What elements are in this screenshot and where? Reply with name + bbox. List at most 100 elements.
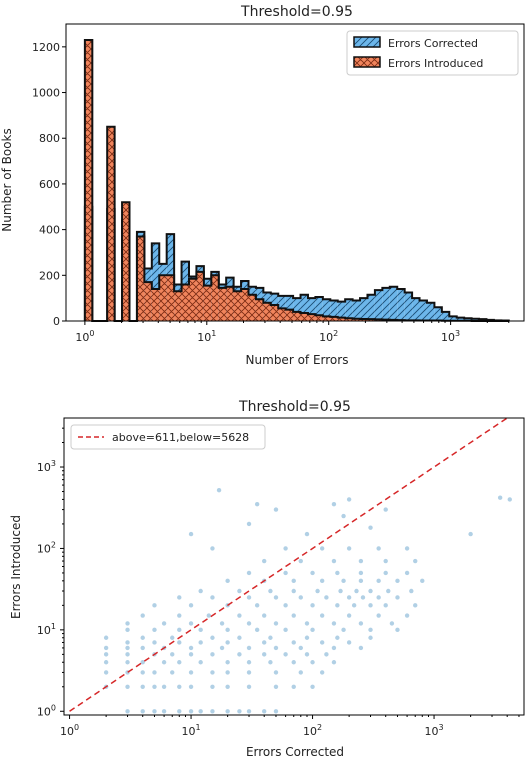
scatter-point (103, 660, 109, 665)
scatter-legend: above=611,below=5628 (70, 424, 266, 450)
scatter-point (273, 709, 279, 714)
scatter-point (358, 645, 364, 651)
scatter-point (225, 627, 230, 633)
histogram-bar (315, 297, 323, 321)
scatter-point (319, 640, 325, 645)
tick-label: 101 (182, 723, 201, 738)
scatter-point (273, 645, 279, 651)
histogram-bar (404, 292, 413, 321)
scatter-point (354, 588, 359, 594)
scatter-point (335, 570, 340, 576)
scatter-point (254, 627, 260, 633)
scatter-point (225, 709, 230, 714)
scatter-point (246, 570, 252, 576)
scatter-point (140, 660, 145, 665)
histogram-bar (136, 236, 145, 321)
scatter-point (125, 684, 130, 689)
tick-exponent: 2 (317, 723, 322, 732)
scatter-point (225, 578, 230, 584)
scatter-point (125, 621, 130, 626)
histogram-bar (382, 287, 390, 321)
scatter-point (262, 709, 267, 714)
scatter-point (177, 640, 182, 645)
scatter-point (338, 588, 343, 594)
scatter-axes-frame (63, 417, 525, 716)
tick-base: 10 (75, 331, 89, 344)
scatter-point (404, 546, 410, 551)
scatter-point (246, 670, 252, 675)
scatter-point (291, 588, 296, 594)
tick-exponent: 0 (51, 703, 56, 712)
scatter-point (125, 645, 130, 651)
histogram-ylabel: Number of Books (0, 128, 14, 232)
scatter-point (262, 640, 267, 645)
histogram-bar (270, 305, 279, 321)
scatter-chart: Threshold=0.95 Errors Introduced Errors … (9, 399, 525, 759)
scatter-point (413, 603, 418, 608)
scatter-point (291, 613, 296, 618)
scatter-xlabel: Errors Corrected (246, 745, 344, 759)
histogram-bar (174, 291, 182, 321)
histogram-bar (241, 289, 249, 321)
tick-exponent: 0 (74, 723, 79, 732)
scatter-point (140, 684, 145, 689)
scatter-point (103, 652, 109, 657)
scatter-point (310, 570, 315, 576)
histogram-bar (352, 318, 361, 321)
histogram-bar (188, 278, 197, 321)
histogram-bar (248, 294, 256, 321)
scatter-point (210, 546, 215, 551)
scatter-point (210, 595, 215, 600)
tick-exponent: 0 (89, 329, 94, 338)
scatter-point (404, 570, 410, 576)
series-errors-introduced (83, 38, 509, 322)
scatter-point (298, 595, 303, 600)
histogram-bar (345, 318, 353, 321)
scatter-point (341, 627, 346, 633)
histogram-bar (412, 298, 420, 321)
scatter-point (161, 684, 167, 689)
histogram-legend: Errors Corrected Errors Introduced (346, 30, 519, 76)
scatter-point (206, 613, 212, 618)
scatter-point (273, 595, 279, 600)
tick-label: 103 (441, 329, 460, 344)
histogram-bar (151, 289, 160, 321)
histogram-bar (293, 298, 301, 321)
histogram-bar (337, 317, 346, 321)
histogram-bar (426, 302, 435, 321)
scatter-point (283, 546, 288, 551)
histogram-bar (374, 290, 383, 321)
histogram-bar (255, 299, 264, 321)
scatter-point (291, 684, 296, 689)
tick-exponent: 2 (51, 540, 56, 549)
histogram-bar (441, 311, 450, 321)
histogram-outline (83, 205, 510, 322)
scatter-point (188, 652, 194, 657)
legend-swatch (353, 56, 381, 68)
y-tick-label: 800 (39, 132, 60, 145)
histogram-bar (345, 299, 353, 321)
scatter-point (177, 627, 182, 633)
legend-frame (346, 30, 519, 76)
scatter-point (210, 709, 215, 714)
scatter-point (376, 546, 381, 551)
y-tick-label: 1000 (32, 87, 60, 100)
scatter-point (237, 635, 242, 640)
scatter-point (298, 558, 303, 564)
scatter-point (376, 613, 381, 618)
scatter-point (210, 635, 215, 640)
scatter-point (246, 621, 252, 626)
histogram-bar (181, 284, 189, 321)
tick-base: 10 (303, 725, 317, 738)
histogram-bar (233, 291, 242, 321)
tick-exponent: 3 (439, 723, 444, 732)
scatter-point (331, 645, 337, 651)
scatter-point (310, 603, 315, 608)
scatter-point (225, 684, 230, 689)
scatter-point (376, 578, 381, 584)
scatter-point (246, 521, 252, 527)
scatter-point (273, 621, 279, 626)
scatter-point (335, 635, 340, 640)
scatter-point (262, 613, 267, 618)
